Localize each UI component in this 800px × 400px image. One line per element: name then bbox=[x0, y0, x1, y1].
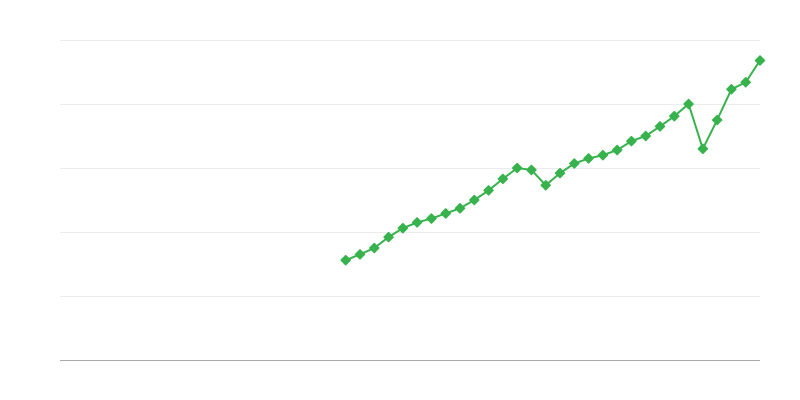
data-point[interactable] bbox=[683, 98, 694, 110]
data-point[interactable] bbox=[454, 203, 466, 214]
gridlines bbox=[60, 40, 760, 297]
series-group bbox=[340, 55, 766, 266]
data-point[interactable] bbox=[583, 153, 594, 164]
data-point[interactable] bbox=[469, 194, 480, 206]
data-point[interactable] bbox=[640, 130, 651, 142]
data-point[interactable] bbox=[354, 249, 366, 260]
data-point[interactable] bbox=[626, 135, 637, 147]
data-point[interactable] bbox=[511, 162, 523, 174]
data-point[interactable] bbox=[540, 180, 551, 191]
data-point[interactable] bbox=[411, 217, 423, 228]
data-point[interactable] bbox=[383, 231, 394, 243]
data-point[interactable] bbox=[340, 254, 351, 266]
data-point[interactable] bbox=[611, 144, 623, 156]
data-point[interactable] bbox=[711, 114, 723, 126]
data-point[interactable] bbox=[654, 121, 666, 132]
data-point[interactable] bbox=[740, 76, 751, 88]
data-point[interactable] bbox=[754, 55, 766, 66]
data-point[interactable] bbox=[397, 222, 409, 234]
data-point[interactable] bbox=[440, 208, 451, 219]
data-point[interactable] bbox=[526, 164, 537, 176]
data-point[interactable] bbox=[497, 173, 509, 185]
data-point[interactable] bbox=[554, 167, 566, 179]
data-point[interactable] bbox=[369, 242, 380, 254]
series-line bbox=[345, 59, 761, 262]
data-point[interactable] bbox=[569, 158, 580, 169]
data-point[interactable] bbox=[483, 185, 494, 196]
data-point[interactable] bbox=[669, 110, 680, 122]
data-point[interactable] bbox=[597, 149, 609, 161]
data-point[interactable] bbox=[726, 84, 737, 95]
data-point[interactable] bbox=[426, 213, 437, 224]
data-point[interactable] bbox=[697, 143, 709, 155]
